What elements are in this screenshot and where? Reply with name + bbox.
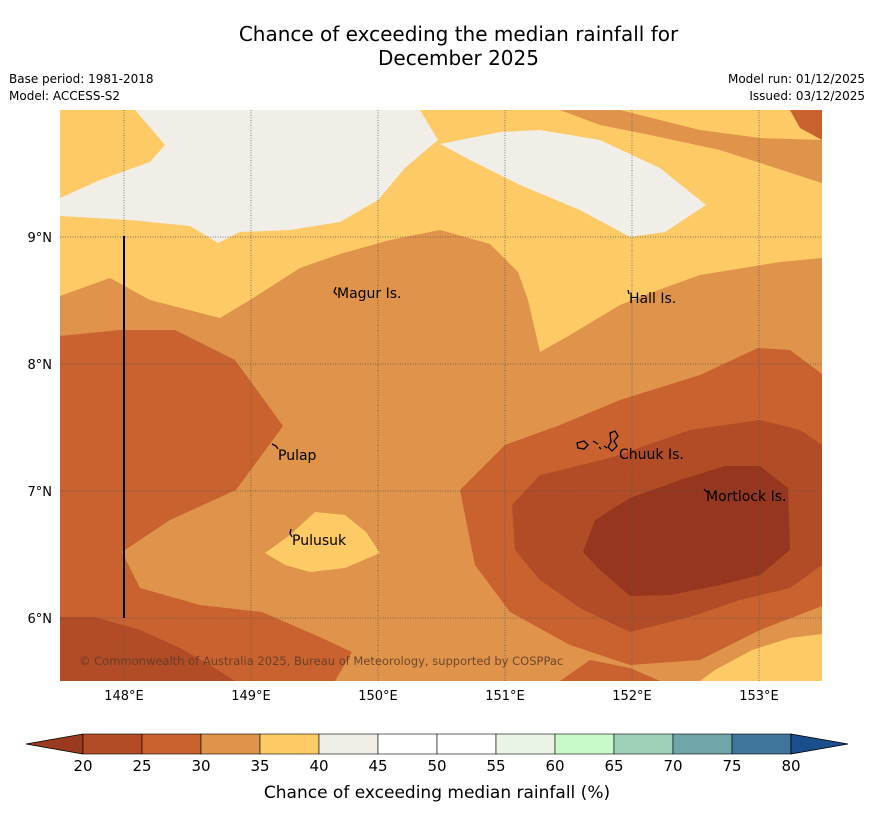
zone-35-40-southeast <box>700 634 822 681</box>
colorbar-segment <box>377 733 438 755</box>
colorbar-arrow-high <box>790 733 849 755</box>
meta-left: Base period: 1981-2018 Model: ACCESS-S2 <box>9 71 154 105</box>
colorbar-tick-label: 70 <box>663 757 682 775</box>
issued-date: Issued: 03/12/2025 <box>749 89 865 103</box>
colorbar-segment <box>613 733 674 755</box>
base-period: Base period: 1981-2018 <box>9 72 154 86</box>
colorbar-tick-label: 50 <box>427 757 446 775</box>
lat-label-8: 8°N <box>28 358 53 373</box>
graticule <box>60 110 822 681</box>
label-pulap: Pulap <box>278 448 317 464</box>
colorbar-segment <box>495 733 556 755</box>
label-chuuk: Chuuk Is. <box>619 447 684 463</box>
colorbar-segment <box>672 733 733 755</box>
island-hall <box>627 289 630 295</box>
lon-axis-labels: 148°E 149°E 150°E 151°E 152°E 153°E <box>104 689 779 704</box>
copyright-notice: © Commonwealth of Australia 2025, Bureau… <box>79 654 563 668</box>
label-pulusuk: Pulusuk <box>292 533 347 549</box>
colorbar-tick-label: 65 <box>604 757 623 775</box>
zone-35-40-pulusuk <box>265 512 380 572</box>
lon-label-153: 153°E <box>739 689 779 704</box>
island-magur <box>333 286 338 296</box>
colorbar-label: Chance of exceeding median rainfall (%) <box>264 783 610 803</box>
place-labels: Magur Is. Hall Is. Pulap Chuuk Is. Mortl… <box>278 286 786 549</box>
lat-label-9: 9°N <box>28 231 53 246</box>
lon-label-151: 151°E <box>485 689 525 704</box>
zone-40-45-north-east <box>440 130 706 237</box>
zone-25-30-west <box>60 330 352 681</box>
label-mortlock: Mortlock Is. <box>706 489 786 505</box>
lon-label-150: 150°E <box>358 689 398 704</box>
label-hall: Hall Is. <box>629 291 676 307</box>
lat-axis-labels: 9°N 8°N 7°N 6°N <box>28 231 53 627</box>
zone-25-30-south-sliver <box>560 660 660 681</box>
colorbar-segment <box>436 733 497 755</box>
colorbar-tick-label: 40 <box>309 757 328 775</box>
colorbar-segment <box>731 733 792 755</box>
colorbar-segment <box>200 733 261 755</box>
island-mortlock <box>703 488 708 493</box>
colorbar-tick-label: 20 <box>73 757 92 775</box>
lat-label-6: 6°N <box>28 612 53 627</box>
lon-label-149: 149°E <box>231 689 271 704</box>
lon-label-152: 152°E <box>612 689 652 704</box>
islands <box>271 286 708 538</box>
zone-25-30-northeast <box>790 110 822 140</box>
colorbar-segment <box>554 733 615 755</box>
zone-20-25-southwest <box>60 617 235 681</box>
colorbar-segment <box>318 733 379 755</box>
colorbar-segment <box>259 733 320 755</box>
colorbar-tick-label: 60 <box>545 757 564 775</box>
colorbar-tick-label: 45 <box>368 757 387 775</box>
island-pulap <box>271 443 279 450</box>
model-run: Model run: 01/12/2025 <box>727 72 865 86</box>
colorbar-tick-label: 30 <box>191 757 210 775</box>
colorbar-segment <box>82 733 143 755</box>
colorbar-tick-label: 55 <box>486 757 505 775</box>
title-line-2: December 2025 <box>378 46 539 70</box>
colorbar-tick-label: 35 <box>250 757 269 775</box>
meta-right: Model run: 01/12/2025 Issued: 03/12/2025 <box>728 71 865 105</box>
colorbar: 20 25 30 35 40 45 50 55 60 65 70 75 80 <box>25 733 849 775</box>
colorbar-tick-label: 25 <box>132 757 151 775</box>
lat-label-7: 7°N <box>28 485 53 500</box>
colorbar-tick-label: 75 <box>722 757 741 775</box>
island-chuuk <box>576 430 619 452</box>
colorbar-tick-label: 80 <box>781 757 800 775</box>
colorbar-arrow-low <box>25 733 84 755</box>
zone-40-45-north-west <box>60 110 438 243</box>
colorbar-segment <box>141 733 202 755</box>
probability-field <box>60 110 822 681</box>
title-line-1: Chance of exceeding the median rainfall … <box>238 22 679 46</box>
island-pulusuk <box>289 528 293 538</box>
zone-below-20-east <box>583 466 790 596</box>
map-title: Chance of exceeding the median rainfall … <box>0 22 873 70</box>
label-magur: Magur Is. <box>337 286 402 302</box>
model-name: Model: ACCESS-S2 <box>9 89 121 103</box>
lon-label-148: 148°E <box>104 689 144 704</box>
